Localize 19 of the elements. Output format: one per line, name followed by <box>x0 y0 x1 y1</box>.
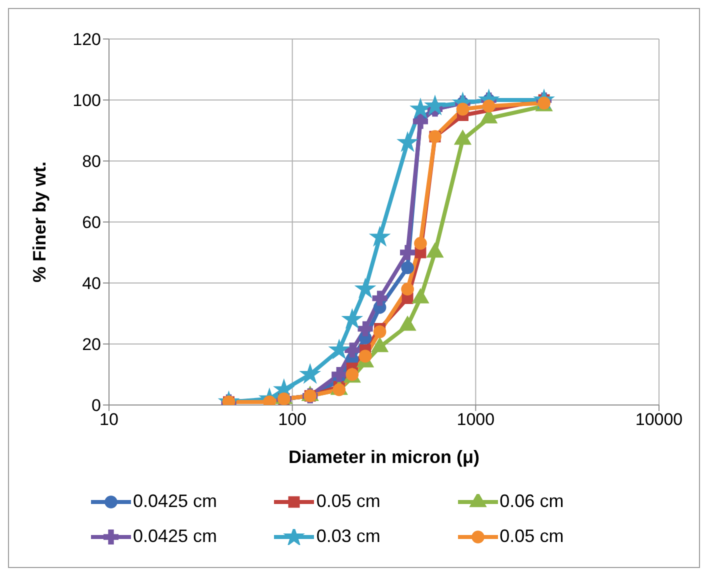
x-tick-label: 10 <box>100 410 118 430</box>
y-tick-label: 120 <box>72 30 101 50</box>
y-tick-label: 100 <box>72 91 101 110</box>
legend-label: 0.05 cm <box>316 491 380 511</box>
x-tick-label: 10000 <box>635 410 683 430</box>
y-tick-label: 0 <box>92 396 101 416</box>
legend-label: 0.05 cm <box>500 526 564 546</box>
y-tick-label: 80 <box>82 152 101 172</box>
y-tick-label: 60 <box>82 213 101 232</box>
x-tick-label: 1000 <box>456 410 495 430</box>
legend-label: 0.03 cm <box>316 526 380 546</box>
x-tick-label: 100 <box>278 410 307 430</box>
y-axis-title: % Finer by wt. <box>29 161 50 283</box>
legend-label: 0.0425 cm <box>133 526 218 546</box>
legend-label: 0.0425 cm <box>133 491 218 511</box>
y-tick-label: 40 <box>82 274 101 294</box>
y-tick-label: 20 <box>82 335 101 354</box>
x-axis-title: Diameter in micron (μ) <box>288 447 480 467</box>
legend-label: 0.06 cm <box>500 491 564 511</box>
